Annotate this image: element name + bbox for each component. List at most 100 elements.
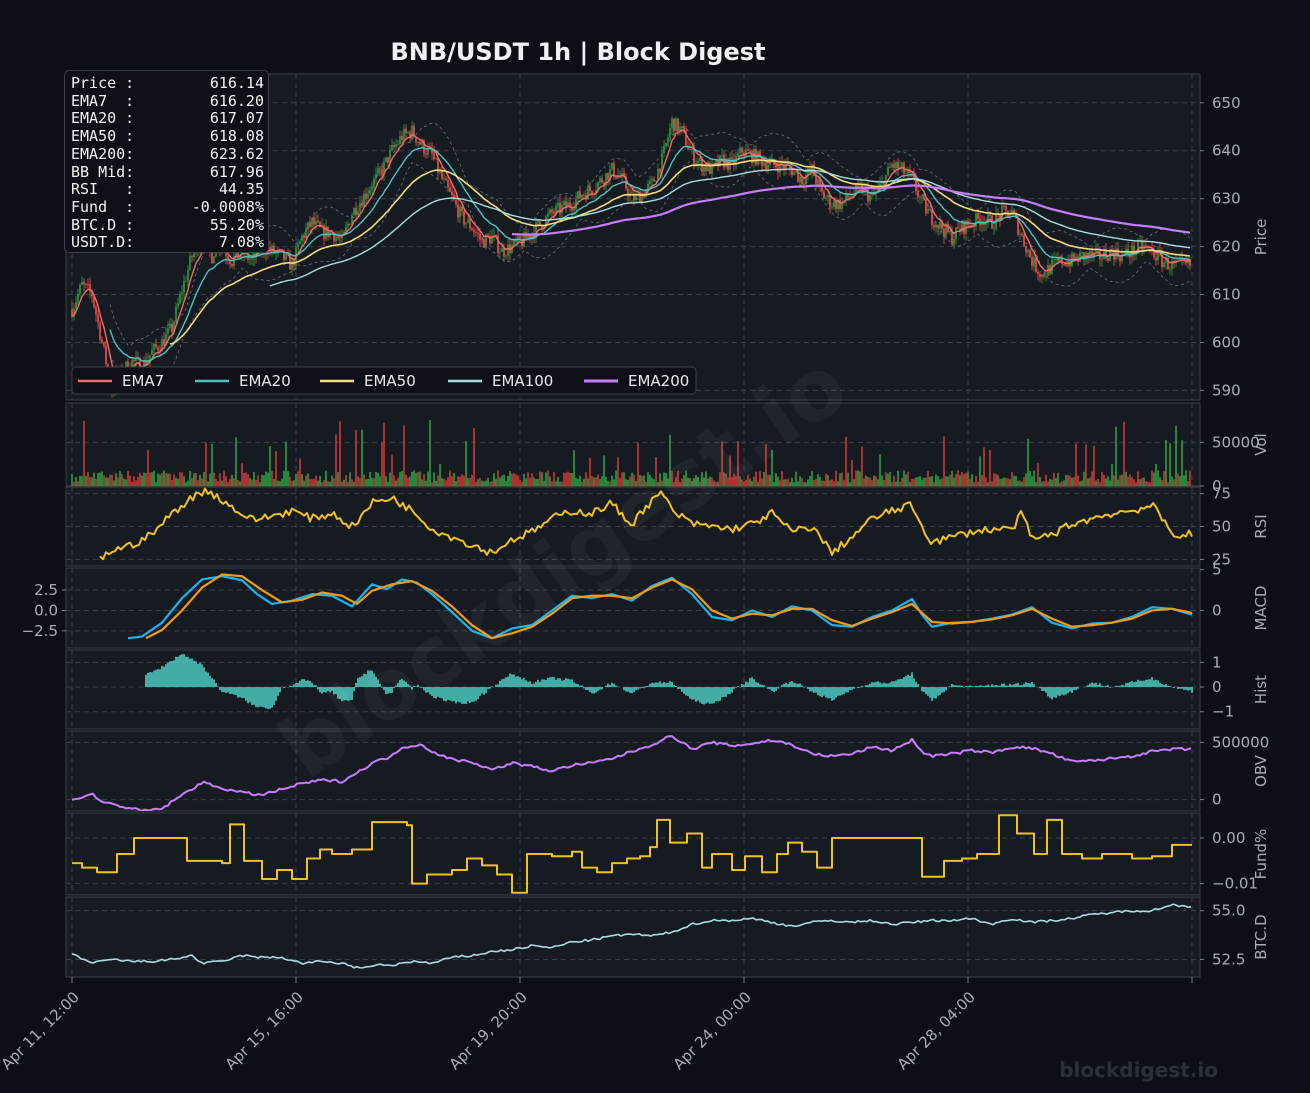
- volume-bar: [623, 472, 625, 486]
- hist-bar: [993, 685, 995, 688]
- volume-bar: [309, 478, 311, 486]
- volume-bar: [447, 477, 449, 486]
- volume-bar: [1079, 481, 1081, 486]
- volume-bar: [261, 474, 263, 486]
- volume-bar: [611, 475, 613, 486]
- candle-body: [899, 166, 901, 169]
- candle-body: [713, 162, 715, 164]
- volume-bar: [157, 473, 159, 486]
- hist-bar: [1077, 687, 1079, 689]
- volume-bar: [211, 443, 213, 486]
- hist-bar: [933, 687, 935, 699]
- volume-bar: [1045, 474, 1047, 486]
- candle-body: [413, 125, 415, 137]
- hist-bar: [583, 687, 585, 689]
- candle-body: [663, 145, 665, 154]
- hist-bar: [147, 672, 149, 688]
- volume-bar: [499, 477, 501, 486]
- hist-bar: [571, 679, 573, 688]
- volume-bar: [1085, 444, 1087, 486]
- hist-bar: [925, 687, 927, 695]
- candle-body: [471, 228, 473, 231]
- hist-bar: [239, 687, 241, 698]
- hist-bar: [393, 687, 395, 689]
- candle-body: [175, 306, 177, 322]
- volume-bar: [229, 478, 231, 486]
- hist-bar: [799, 683, 801, 688]
- hist-bar: [415, 686, 417, 688]
- volume-bar: [737, 441, 739, 486]
- hist-bar: [865, 685, 867, 688]
- volume-bar: [245, 472, 247, 486]
- volume-bar: [1011, 472, 1013, 486]
- volume-bar: [287, 471, 289, 486]
- candle-body: [427, 147, 429, 155]
- volume-bar: [895, 481, 897, 486]
- hist-bar: [673, 685, 675, 688]
- volume-bar: [767, 474, 769, 486]
- volume-bar: [469, 477, 471, 486]
- volume-bar: [753, 476, 755, 486]
- hist-bar: [277, 687, 279, 696]
- hist-bar: [1109, 687, 1111, 688]
- volume-bar: [523, 473, 525, 486]
- candle-body: [409, 132, 411, 139]
- volume-bar: [891, 482, 893, 486]
- candle-body: [1087, 253, 1089, 258]
- hist-bar: [883, 682, 885, 688]
- volume-bar: [93, 472, 95, 486]
- hist-bar: [241, 687, 243, 699]
- ema-20: [109, 145, 1191, 362]
- hist-bar: [679, 687, 681, 689]
- volume-bar: [387, 482, 389, 486]
- volume-bar: [829, 480, 831, 486]
- hist-bar: [231, 687, 233, 694]
- candle-body: [1171, 260, 1173, 270]
- hist-bar: [359, 677, 361, 688]
- hist-bar: [985, 685, 987, 688]
- volume-bar: [75, 477, 77, 486]
- candle-body: [579, 191, 581, 198]
- volume-bar: [557, 477, 559, 486]
- hist-bar: [451, 687, 453, 702]
- volume-bar: [461, 474, 463, 486]
- volume-bar: [835, 470, 837, 486]
- volume-bar: [207, 481, 209, 486]
- hist-bar: [727, 687, 729, 695]
- hist-bar: [729, 687, 731, 695]
- hist-bar: [885, 683, 887, 688]
- hist-bar: [693, 687, 695, 700]
- hist-bar: [427, 687, 429, 693]
- candle-body: [975, 213, 977, 227]
- volume-bar: [563, 472, 565, 486]
- volume-bar: [607, 481, 609, 486]
- volume-bar: [765, 444, 767, 486]
- candle-body: [441, 171, 443, 179]
- candle-body: [615, 176, 617, 179]
- candle-body: [949, 230, 951, 232]
- volume-bar: [171, 479, 173, 486]
- hist-bar: [257, 687, 259, 708]
- candle-body: [617, 175, 619, 179]
- candle-body: [835, 200, 837, 210]
- candle-body: [1001, 205, 1003, 220]
- hist-bar: [505, 677, 507, 688]
- volume-bar: [277, 480, 279, 486]
- candle-body: [301, 235, 303, 242]
- hist-bar: [703, 687, 705, 705]
- candle-body: [759, 151, 761, 158]
- volume-bar: [991, 481, 993, 486]
- volume-bar: [187, 480, 189, 486]
- candle-body: [445, 178, 447, 181]
- candle-body: [151, 349, 153, 356]
- volume-bar: [231, 474, 233, 486]
- hist-bar: [475, 687, 477, 701]
- hist-bar: [645, 686, 647, 688]
- hist-bar: [263, 687, 265, 708]
- hist-bar: [519, 676, 521, 688]
- hist-bar: [829, 687, 831, 699]
- ytick-label-rsi: 75: [1212, 485, 1231, 503]
- volume-bar: [599, 479, 601, 486]
